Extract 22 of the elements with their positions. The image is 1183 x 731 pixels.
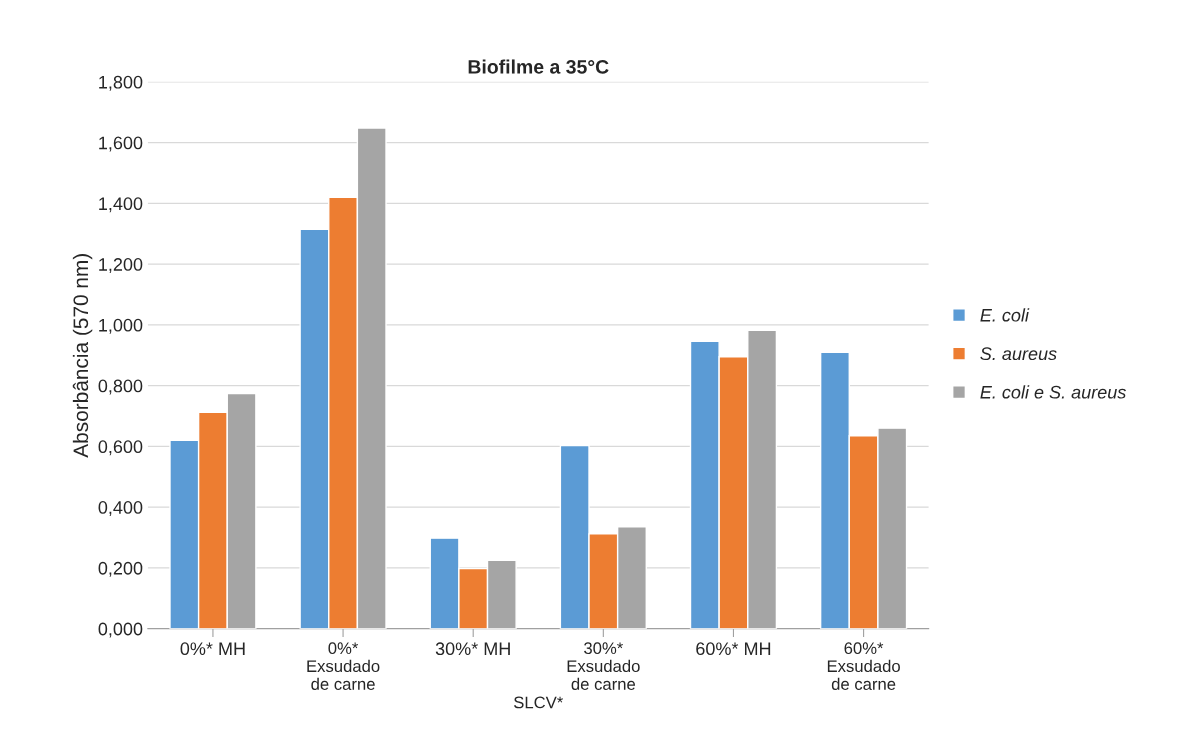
y-tick-label: 0,200 <box>98 561 143 577</box>
y-axis-title: Absorbância (570 nm) <box>72 254 93 458</box>
x-tick-label: 60%* MH <box>696 642 771 656</box>
y-tick-label: 0,600 <box>98 440 143 456</box>
x-axis-title: SLCV* <box>514 696 564 709</box>
x-tick-label: 60%* Exsudado de carne <box>827 642 900 690</box>
y-tick-label: 1,800 <box>99 75 143 91</box>
y-tick-label: 1,400 <box>99 197 143 213</box>
y-tick-label: 0,800 <box>98 379 143 395</box>
y-tick-label: 0,400 <box>98 501 143 516</box>
y-tick-label: 1,200 <box>99 258 143 273</box>
x-tick-label: 0%* Exsudado de carne <box>307 642 380 690</box>
legend-label: E. coli e S. aureus <box>980 385 1126 399</box>
legend-label: S. aureus <box>980 347 1057 361</box>
y-tick-label: 1,000 <box>99 318 143 334</box>
x-tick-label: 0%* MH <box>180 642 245 656</box>
legend-label: E. coli <box>980 308 1030 322</box>
x-tick-label: 30%* MH <box>435 642 510 656</box>
y-tick-label: 1,600 <box>99 136 143 152</box>
y-tick-label: 0,000 <box>98 622 143 638</box>
x-tick-label: 30%* Exsudado de carne <box>567 642 640 690</box>
chart-title: Biofilme a 35°C <box>468 59 609 74</box>
